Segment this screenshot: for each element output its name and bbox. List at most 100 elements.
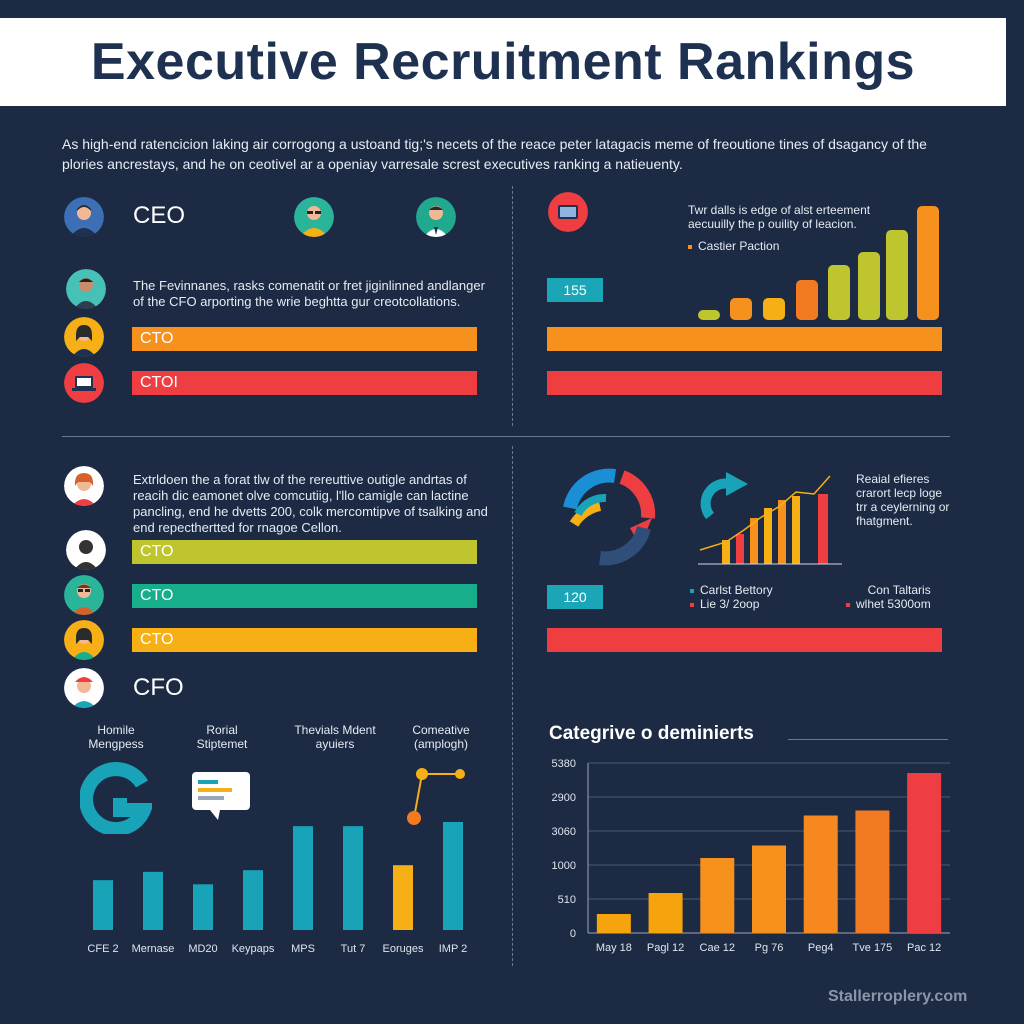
g-logo-icon xyxy=(80,762,152,834)
woman-avatar xyxy=(64,466,104,506)
cto-bar-green: CTO xyxy=(132,540,477,564)
x-tick-label: Eoruges xyxy=(383,943,424,955)
connector-dots-icon xyxy=(407,768,465,825)
growth-bar xyxy=(796,280,818,320)
title-bar xyxy=(0,18,1006,106)
trend-bar xyxy=(750,518,758,564)
trend-bar xyxy=(764,508,772,564)
cto-bar-label: CTO xyxy=(140,330,174,347)
bar xyxy=(752,845,786,933)
trend-bar xyxy=(792,496,800,564)
bar xyxy=(193,884,213,930)
top-right-legend: Castier Paction xyxy=(688,239,779,253)
top-right-red-bar xyxy=(547,371,942,395)
role-ceo-label: CEO xyxy=(133,202,186,229)
mid-right-note: Reaial efieres crarort lecp loge trr a c… xyxy=(856,472,950,528)
chat-card-icon xyxy=(192,772,250,820)
bar xyxy=(343,826,363,930)
top-right-orange-bar xyxy=(547,327,942,351)
y-tick-label: 1000 xyxy=(552,860,576,872)
bar xyxy=(855,810,890,933)
cto-bar-yellow: CTO xyxy=(132,628,477,652)
trend-line xyxy=(699,475,831,551)
column-header: Homile Mengpess xyxy=(88,723,144,751)
ctoi-bar: CTOI xyxy=(132,371,477,395)
laptop-icon xyxy=(64,363,104,403)
title-rule xyxy=(788,739,948,740)
trend-bar xyxy=(778,500,786,564)
bar xyxy=(443,822,463,930)
bar xyxy=(700,858,735,933)
man-avatar xyxy=(64,575,104,615)
cfo-avatar xyxy=(66,269,106,309)
legend-label: Con Taltaris xyxy=(867,583,931,597)
bar xyxy=(648,893,683,933)
bar xyxy=(143,871,163,930)
watermark: Stallerroplery.com xyxy=(828,988,968,1005)
column-header: Rorial Stiptemet xyxy=(196,723,248,751)
cto-bar-teal-label: CTO xyxy=(140,587,174,604)
x-tick-label: Peg4 xyxy=(808,942,834,954)
legend-dot xyxy=(688,244,692,249)
vertical-divider-bottom xyxy=(512,446,513,966)
mid-right-red-bar xyxy=(547,628,942,652)
growth-bar xyxy=(917,206,939,320)
x-tick-label: CFE 2 xyxy=(87,943,118,955)
cto-bar-teal: CTO xyxy=(132,584,477,608)
y-tick-label: 3060 xyxy=(552,826,576,838)
silhouette-avatar xyxy=(66,530,106,570)
x-tick-label: Keypaps xyxy=(232,943,275,955)
y-tick-label: 510 xyxy=(558,894,576,906)
trend-bar xyxy=(722,540,730,564)
mid-right-legend-right: Con Taltaris wlhet 5300om xyxy=(846,583,931,611)
x-tick-label: Tve 175 xyxy=(853,942,893,954)
refresh-arrow-icon xyxy=(700,472,748,520)
growth-bars-chart xyxy=(698,206,939,320)
bar xyxy=(803,815,838,933)
horizontal-divider xyxy=(62,436,950,437)
bar xyxy=(93,880,113,930)
legend-label: Castier Paction xyxy=(698,239,780,253)
vertical-divider-top xyxy=(512,186,513,426)
executive-avatar xyxy=(416,197,456,237)
legend-dot xyxy=(846,602,850,607)
trend-bar xyxy=(736,534,744,564)
x-tick-label: Mernase xyxy=(132,943,175,955)
bar xyxy=(243,870,263,930)
legend-dot xyxy=(690,602,694,607)
woman-avatar-2 xyxy=(64,620,104,660)
cto-bar-green-label: CTO xyxy=(140,543,174,560)
growth-bar xyxy=(886,230,908,320)
column-header: Thevials Mdent ayuiers xyxy=(294,723,376,751)
x-tick-label: MPS xyxy=(291,943,315,955)
bottom-right-chart-title: Categrive o deminierts xyxy=(549,723,754,744)
growth-bar xyxy=(730,298,752,320)
glasses-avatar xyxy=(294,197,334,237)
x-tick-label: IMP 2 xyxy=(439,943,468,955)
growth-bar xyxy=(828,265,850,320)
growth-bar xyxy=(698,310,720,320)
legend-label: Carlst Bettory xyxy=(700,583,773,597)
donut-arrows-icon xyxy=(563,468,656,566)
trend-bars-chart xyxy=(698,475,842,565)
cfo-hat-avatar xyxy=(64,668,104,708)
ctoi-bar-label: CTOI xyxy=(140,374,178,391)
legend-label: wlhet 5300om xyxy=(856,597,931,611)
x-tick-label: Pg 76 xyxy=(755,942,784,954)
bar xyxy=(393,865,413,930)
ceo-avatar xyxy=(64,197,104,237)
legend-label: Lie 3/ 2oop xyxy=(700,597,760,611)
trend-bar xyxy=(818,494,828,564)
y-tick-label: 2900 xyxy=(552,792,576,804)
legend-dot xyxy=(690,588,694,593)
bottom-right-bar-chart: 0 510 1000 3060 2900 5380 May 18 Pagl 12 Cae 12 P… xyxy=(552,758,950,954)
mid-left-paragraph: Extrldoen the a forat tlw of the rereutt… xyxy=(133,472,488,535)
y-tick-label: 5380 xyxy=(552,758,576,770)
value-badge-155: 155 xyxy=(547,278,603,302)
top-left-paragraph: The Fevinnanes, rasks comenatit or fret … xyxy=(133,278,485,309)
growth-bar xyxy=(858,252,880,320)
growth-bar xyxy=(763,298,785,320)
x-tick-label: Tut 7 xyxy=(341,943,366,955)
cto-bar-yellow-label: CTO xyxy=(140,631,174,648)
intro-text: As high-end ratencicion laking air corro… xyxy=(62,136,927,172)
